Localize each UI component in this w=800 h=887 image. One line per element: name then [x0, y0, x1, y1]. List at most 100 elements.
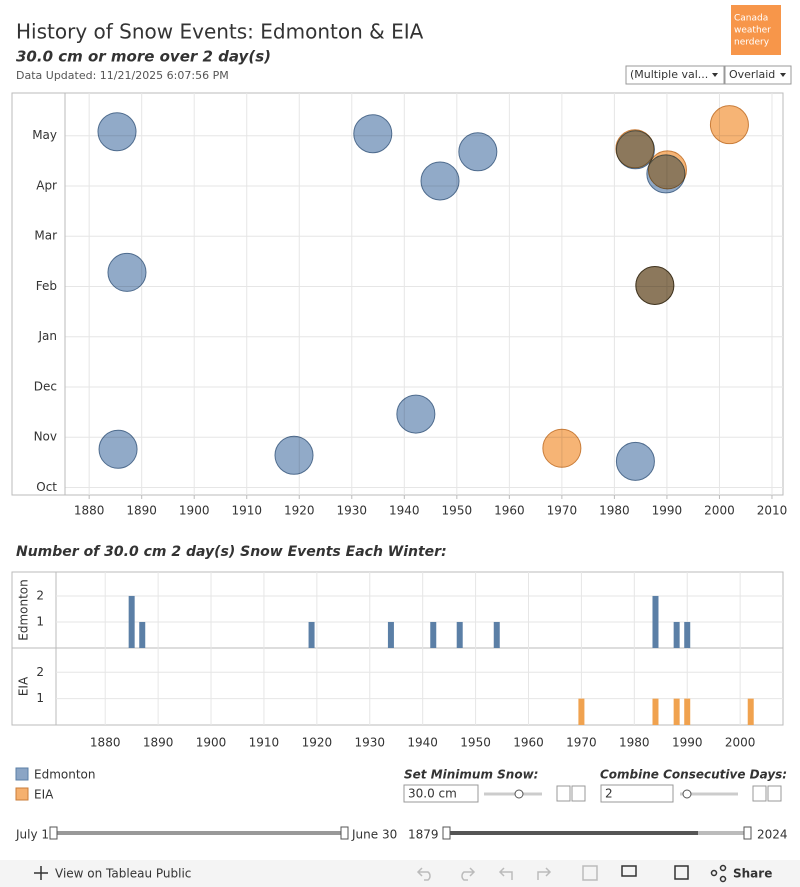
view-link[interactable]: View on Tableau Public [55, 867, 191, 881]
range-handle[interactable] [743, 826, 752, 840]
y-tick-label: May [32, 128, 57, 142]
bar [747, 698, 754, 725]
mode-filter-text: Overlaid [729, 68, 775, 81]
plot-frame [11, 92, 784, 496]
bar [684, 698, 691, 725]
x-tick-label: 1920 [302, 736, 333, 750]
y-tick-label: Feb [36, 279, 57, 293]
x-tick-label: 1970 [566, 736, 597, 750]
y-tick-label: Jan [38, 329, 58, 343]
x-tick-label: 1960 [494, 504, 525, 518]
logo [731, 5, 781, 55]
logo-text: Canada [734, 14, 768, 24]
station-filter[interactable] [625, 65, 725, 85]
range-handle[interactable] [49, 826, 58, 840]
bar [387, 621, 394, 648]
y-tick-label: 2 [36, 665, 44, 679]
bar [128, 595, 135, 648]
x-tick-label: 1960 [513, 736, 544, 750]
slider-thumb[interactable] [682, 789, 692, 799]
x-tick-label: 1950 [460, 736, 491, 750]
control-label: Set Minimum Snow: [404, 768, 538, 782]
bar [430, 621, 437, 648]
x-tick-label: 1940 [407, 736, 438, 750]
step-button[interactable] [571, 785, 586, 802]
x-tick-label: 1880 [90, 736, 121, 750]
x-tick-label: 1930 [337, 504, 368, 518]
x-tick-label: 1970 [547, 504, 578, 518]
x-tick-label: 1890 [126, 504, 157, 518]
range-label: July 1 [15, 828, 49, 842]
updated: Data Updated: 11/21/2025 6:07:56 PM [16, 69, 229, 82]
bubble [353, 114, 393, 154]
y-tick-label: 2 [36, 588, 44, 602]
legend-label: Edmonton [34, 768, 96, 782]
step-button[interactable] [767, 785, 782, 802]
toolbar-icons [621, 864, 727, 883]
bubble [274, 435, 314, 475]
share-button[interactable]: Share [733, 867, 772, 881]
bubble [709, 105, 749, 145]
x-tick-label: 1930 [354, 736, 385, 750]
bubble [542, 428, 582, 468]
bubble [97, 112, 137, 152]
control-label: Combine Consecutive Days: [600, 768, 787, 782]
legend-swatch [15, 767, 29, 781]
x-tick-label: 1950 [442, 504, 473, 518]
bar [456, 621, 463, 648]
legend-swatch [15, 787, 29, 801]
x-tick-label: 1900 [179, 504, 210, 518]
y-tick-label: 1 [36, 691, 44, 705]
dropdown-arrow [712, 73, 718, 77]
bar [308, 621, 315, 648]
bubble [615, 441, 655, 481]
y-tick-label: Dec [34, 379, 57, 393]
tableau-icon [34, 866, 48, 880]
bar [139, 621, 146, 648]
bar [684, 621, 691, 648]
x-tick-label: 1980 [619, 736, 650, 750]
station-filter-text: (Multiple val... [630, 68, 708, 81]
x-tick-label: 1910 [249, 736, 280, 750]
x-tick-label: 1920 [284, 504, 315, 518]
step-button[interactable] [752, 785, 767, 802]
subtitle: 30.0 cm or more over 2 day(s) [16, 48, 271, 66]
bar [652, 595, 659, 648]
bar [673, 621, 680, 648]
bubble [635, 265, 675, 305]
bar [652, 698, 659, 725]
x-tick-label: 1890 [143, 736, 174, 750]
logo-text: nerdery [734, 38, 770, 48]
x-tick-label: 1990 [672, 736, 703, 750]
bubble [458, 132, 498, 172]
min-snow-input[interactable] [403, 784, 479, 803]
slider-thumb[interactable] [514, 789, 524, 799]
footer [0, 860, 800, 887]
panel-label: Edmonton [17, 579, 31, 641]
days-value: 2 [605, 787, 613, 801]
range-handle[interactable] [442, 826, 451, 840]
y-tick-label: 1 [36, 614, 44, 628]
x-tick-label: 2000 [704, 504, 735, 518]
range-handle[interactable] [340, 826, 349, 840]
range-label: 1879 [408, 828, 439, 842]
range-label: June 30 [351, 828, 397, 842]
x-tick-label: 1900 [196, 736, 227, 750]
range-label: 2024 [757, 828, 788, 842]
bar [493, 621, 500, 648]
dropdown-arrow [780, 73, 786, 77]
mode-filter[interactable] [724, 65, 792, 85]
bar-title: Number of 30.0 cm 2 day(s) Snow Events E… [16, 544, 447, 560]
min-snow-value: 30.0 cm [408, 787, 457, 801]
x-tick-label: 1940 [389, 504, 420, 518]
step-button[interactable] [556, 785, 571, 802]
bubble [107, 252, 147, 292]
title: History of Snow Events: Edmonton & EIA [16, 20, 424, 44]
bubble [420, 161, 460, 201]
bubble [615, 130, 655, 170]
bubble [396, 394, 436, 434]
y-tick-label: Mar [34, 229, 57, 243]
legend-label: EIA [34, 788, 54, 802]
days-input[interactable] [600, 784, 674, 803]
x-tick-label: 1980 [599, 504, 630, 518]
